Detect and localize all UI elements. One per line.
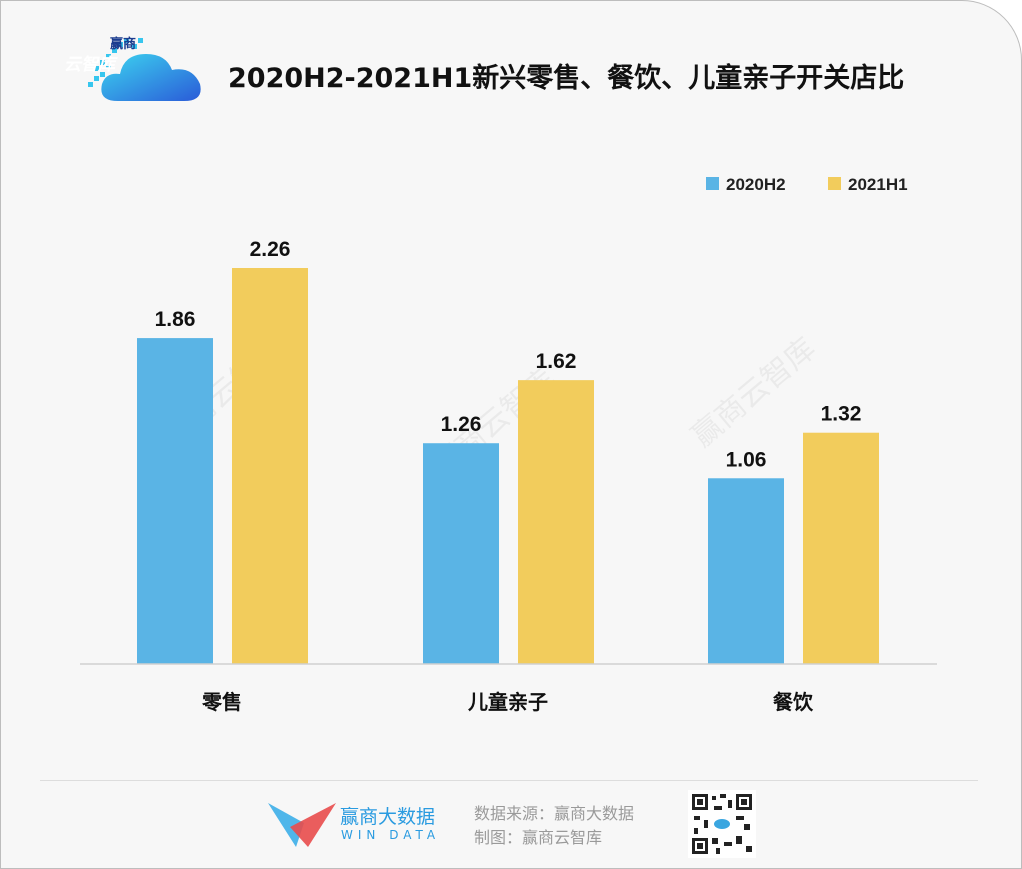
bar-2020H2	[423, 443, 499, 664]
qr-code-icon	[688, 790, 756, 858]
data-label: 1.32	[821, 403, 862, 426]
data-label: 1.62	[536, 350, 577, 373]
bar-2021H1	[518, 380, 594, 664]
bar-2020H2	[708, 478, 784, 664]
bar-2021H1	[803, 432, 879, 664]
data-label: 2.26	[250, 238, 291, 261]
legend-swatch	[706, 177, 719, 190]
footer-source: 数据来源：赢商大数据 制图：赢商云智库	[474, 802, 634, 850]
category-label: 儿童亲子	[467, 690, 548, 714]
windata-brand-cn: 赢商大数据	[340, 806, 436, 828]
chart-title: 2020H2-2021H1新兴零售、餐饮、儿童亲子开关店比	[228, 63, 905, 94]
made-by-text: 制图：赢商云智库	[474, 828, 603, 847]
windata-brand-en: WIN DATA	[341, 828, 441, 842]
logo-text-2: 云智库	[64, 55, 115, 75]
category-label: 零售	[201, 690, 242, 714]
windata-logo-icon	[268, 803, 336, 847]
category-label: 餐饮	[773, 690, 814, 714]
data-label: 1.86	[155, 308, 196, 331]
bar-2021H1	[232, 268, 308, 664]
legend-swatch	[828, 177, 841, 190]
legend-label: 2020H2	[726, 175, 786, 194]
source-text: 数据来源：赢商大数据	[474, 804, 635, 823]
bar-2020H2	[137, 338, 213, 664]
logo-text-1: 赢商	[110, 37, 137, 52]
watermark: 赢商云智库	[685, 331, 822, 454]
data-label: 1.26	[441, 413, 482, 436]
logo-cloud-icon	[88, 38, 201, 101]
footer-divider	[40, 780, 978, 781]
data-label: 1.06	[726, 448, 767, 471]
legend-label: 2021H1	[848, 175, 908, 194]
